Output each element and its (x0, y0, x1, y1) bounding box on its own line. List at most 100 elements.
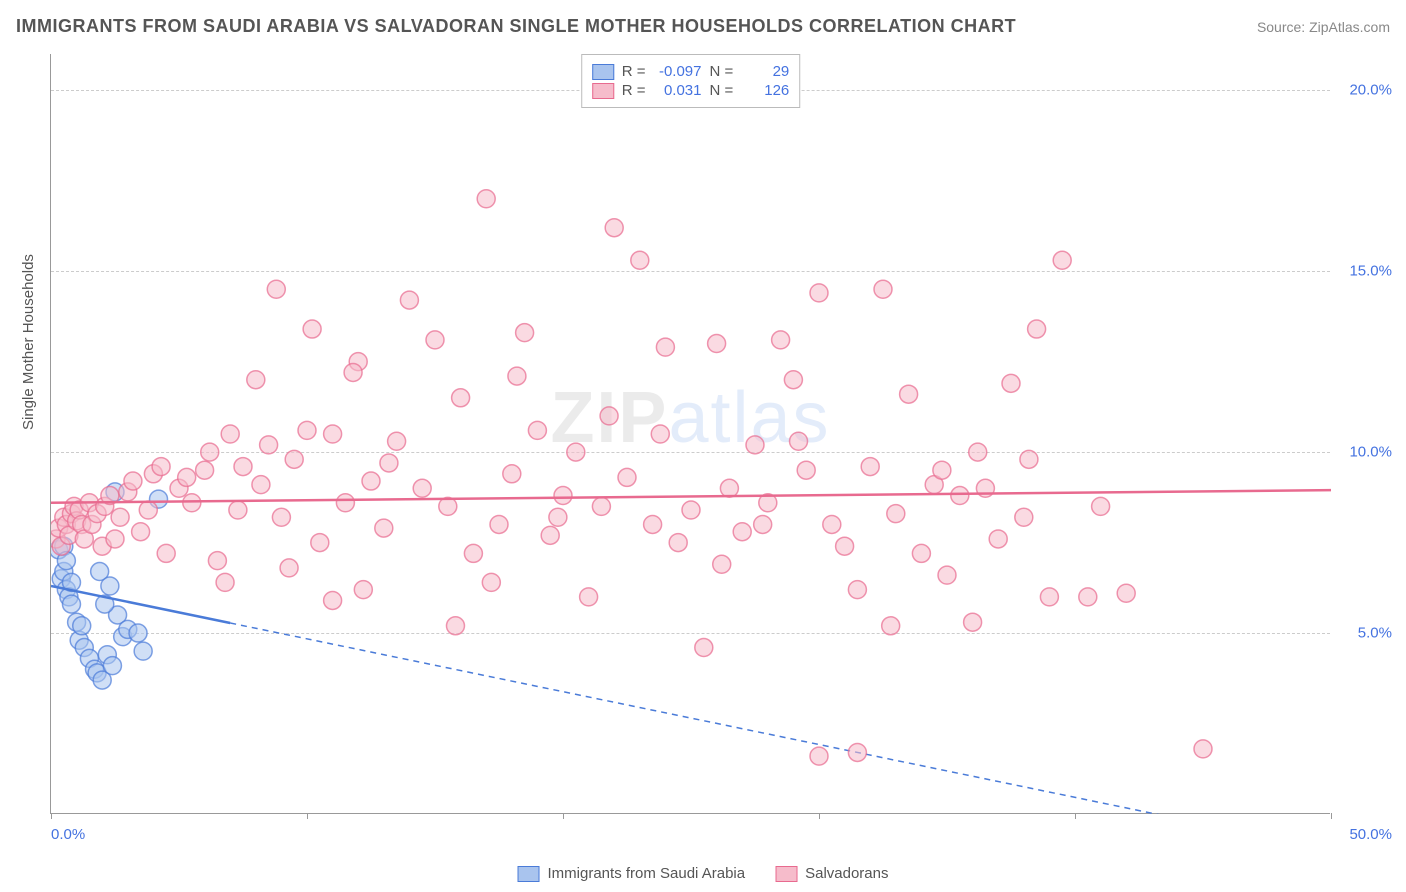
scatter-point (183, 494, 201, 512)
scatter-point (124, 472, 142, 490)
scatter-point (600, 407, 618, 425)
scatter-point (733, 523, 751, 541)
scatter-point (201, 443, 219, 461)
scatter-point (969, 443, 987, 461)
scatter-point (216, 573, 234, 591)
scatter-point (132, 523, 150, 541)
scatter-point (324, 425, 342, 443)
legend-row: R = -0.097 N = 29 (592, 63, 790, 80)
scatter-point (62, 595, 80, 613)
scatter-point (754, 515, 772, 533)
scatter-point (669, 534, 687, 552)
scatter-point (951, 487, 969, 505)
scatter-point (746, 436, 764, 454)
scatter-point (810, 284, 828, 302)
scatter-point (882, 617, 900, 635)
scatter-point (380, 454, 398, 472)
scatter-point (848, 743, 866, 761)
scatter-point (810, 747, 828, 765)
scatter-point (790, 432, 808, 450)
correlation-legend: R = -0.097 N = 29 R = 0.031 N = 126 (581, 54, 801, 108)
scatter-point (73, 617, 91, 635)
scatter-point (1015, 508, 1033, 526)
scatter-point (618, 468, 636, 486)
scatter-point (964, 613, 982, 631)
legend-series-label: Salvadorans (805, 865, 888, 882)
scatter-point (874, 280, 892, 298)
scatter-point (362, 472, 380, 490)
legend-n-label: N = (710, 63, 734, 80)
scatter-point (354, 581, 372, 599)
scatter-svg (51, 54, 1331, 814)
scatter-point (413, 479, 431, 497)
scatter-point (426, 331, 444, 349)
scatter-point (682, 501, 700, 519)
scatter-point (938, 566, 956, 584)
scatter-point (375, 519, 393, 537)
scatter-point (272, 508, 290, 526)
scatter-point (823, 515, 841, 533)
scatter-point (516, 324, 534, 342)
scatter-point (508, 367, 526, 385)
scatter-point (503, 465, 521, 483)
scatter-point (554, 487, 572, 505)
scatter-point (592, 497, 610, 515)
scatter-point (101, 577, 119, 595)
scatter-point (452, 389, 470, 407)
scatter-point (713, 555, 731, 573)
scatter-point (1020, 450, 1038, 468)
legend-swatch-blue (592, 64, 614, 80)
scatter-point (260, 436, 278, 454)
scatter-point (477, 190, 495, 208)
scatter-point (528, 421, 546, 439)
source-label: Source: ZipAtlas.com (1257, 19, 1390, 35)
scatter-point (720, 479, 738, 497)
scatter-point (111, 508, 129, 526)
scatter-point (1002, 374, 1020, 392)
scatter-point (989, 530, 1007, 548)
scatter-point (861, 458, 879, 476)
scatter-point (631, 251, 649, 269)
scatter-point (784, 371, 802, 389)
scatter-point (344, 363, 362, 381)
legend-n-value: 126 (741, 82, 789, 99)
scatter-point (541, 526, 559, 544)
scatter-point (247, 371, 265, 389)
scatter-point (1194, 740, 1212, 758)
scatter-point (311, 534, 329, 552)
trend-line-extrapolated (230, 623, 1331, 814)
scatter-point (900, 385, 918, 403)
scatter-point (651, 425, 669, 443)
legend-row: R = 0.031 N = 126 (592, 82, 790, 99)
scatter-point (400, 291, 418, 309)
scatter-point (482, 573, 500, 591)
scatter-point (139, 501, 157, 519)
scatter-point (1092, 497, 1110, 515)
scatter-point (336, 494, 354, 512)
scatter-point (1117, 584, 1135, 602)
legend-n-label: N = (710, 82, 734, 99)
y-tick-label: 20.0% (1349, 82, 1392, 99)
scatter-point (285, 450, 303, 468)
scatter-point (298, 421, 316, 439)
scatter-point (303, 320, 321, 338)
scatter-point (580, 588, 598, 606)
scatter-point (252, 476, 270, 494)
legend-series-label: Immigrants from Saudi Arabia (548, 865, 746, 882)
legend-item: Salvadorans (775, 865, 888, 882)
scatter-point (178, 468, 196, 486)
x-tick (1331, 813, 1332, 819)
scatter-point (695, 639, 713, 657)
scatter-point (221, 425, 239, 443)
scatter-point (103, 657, 121, 675)
scatter-point (446, 617, 464, 635)
scatter-point (464, 544, 482, 562)
scatter-point (644, 515, 662, 533)
legend-swatch-pink (775, 866, 797, 882)
x-tick-label: 50.0% (1349, 826, 1392, 843)
title-bar: IMMIGRANTS FROM SAUDI ARABIA VS SALVADOR… (16, 16, 1390, 37)
scatter-point (836, 537, 854, 555)
scatter-point (324, 591, 342, 609)
scatter-point (708, 335, 726, 353)
scatter-point (1079, 588, 1097, 606)
